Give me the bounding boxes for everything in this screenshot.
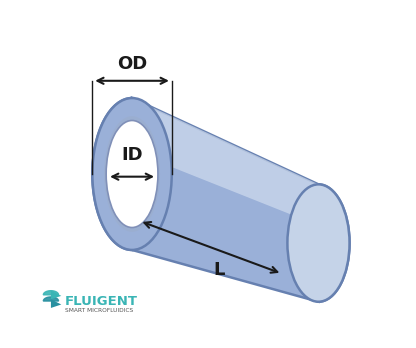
- Polygon shape: [51, 299, 61, 308]
- Ellipse shape: [106, 120, 158, 228]
- Polygon shape: [92, 98, 349, 302]
- Ellipse shape: [92, 98, 172, 250]
- Text: L: L: [213, 261, 224, 279]
- Text: SMART MICROFLUIDICS: SMART MICROFLUIDICS: [65, 308, 133, 313]
- Text: OD: OD: [117, 55, 147, 72]
- Ellipse shape: [287, 184, 349, 302]
- Text: FLUIGENT: FLUIGENT: [65, 294, 138, 308]
- Polygon shape: [43, 291, 59, 295]
- Polygon shape: [43, 297, 59, 301]
- Text: ID: ID: [121, 146, 143, 164]
- Polygon shape: [132, 98, 319, 226]
- Polygon shape: [51, 291, 61, 299]
- Ellipse shape: [104, 116, 160, 232]
